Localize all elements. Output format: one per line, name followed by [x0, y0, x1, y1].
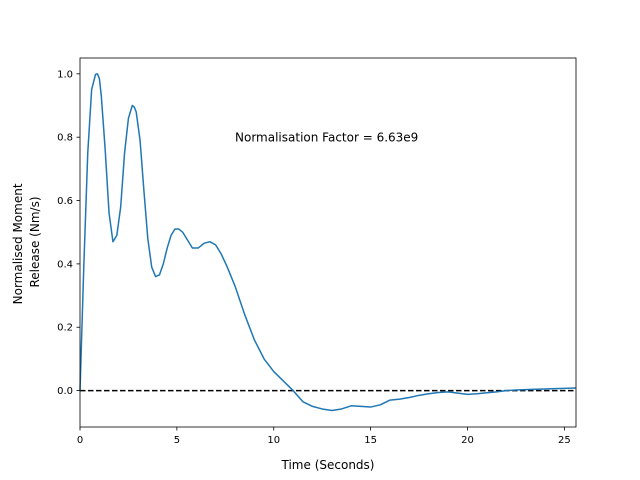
- y-tick-label: 0.8: [57, 133, 73, 144]
- x-tick-label: 25: [558, 435, 571, 446]
- x-tick-label: 5: [174, 435, 180, 446]
- y-tick-label: 0.2: [57, 323, 73, 334]
- y-tick-label: 1.0: [57, 69, 73, 80]
- y-axis-label: Normalised Moment Release (Nm/s): [11, 180, 42, 305]
- x-tick-label: 10: [267, 435, 280, 446]
- normalisation-factor-annotation: Normalisation Factor = 6.63e9: [235, 131, 418, 145]
- plot-frame: [79, 57, 577, 428]
- y-axis-ticks: 0.0 0.2 0.4 0.6 0.8 1.0: [57, 69, 80, 397]
- plot-area: [80, 58, 576, 427]
- y-tick-label: 0.0: [57, 386, 73, 397]
- y-tick-label: 0.6: [57, 196, 73, 207]
- x-tick-label: 20: [461, 435, 474, 446]
- series-line: [79, 73, 577, 412]
- y-axis-label-line-1: Normalised Moment: [11, 183, 25, 304]
- y-axis-label-line-2: Release (Nm/s): [28, 196, 42, 287]
- y-tick-label: 0.4: [57, 259, 73, 270]
- x-axis-label: Time (Seconds): [281, 458, 375, 472]
- x-tick-label: 15: [364, 435, 377, 446]
- x-axis-ticks: 0 5 10 15 20 25: [77, 427, 571, 446]
- x-tick-label: 0: [77, 435, 83, 446]
